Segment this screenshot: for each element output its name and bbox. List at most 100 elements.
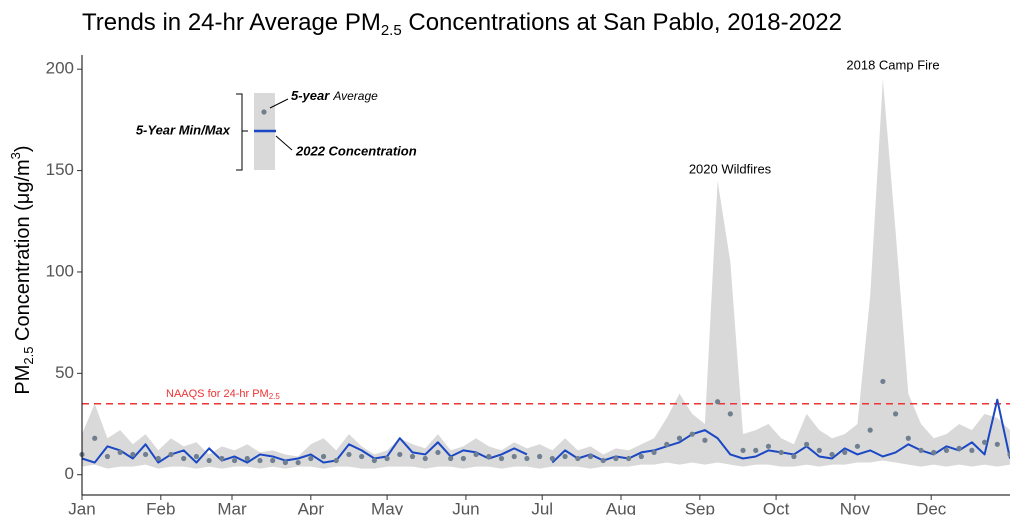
average-point xyxy=(92,435,98,441)
average-point xyxy=(155,455,161,462)
average-point xyxy=(486,453,492,460)
average-point xyxy=(270,457,276,464)
legend-label: 2022 Concentration xyxy=(295,143,417,158)
average-point xyxy=(740,447,746,453)
average-point xyxy=(549,455,555,462)
average-point xyxy=(791,453,797,460)
average-point xyxy=(104,453,111,460)
average-point xyxy=(765,443,772,449)
average-point xyxy=(460,455,466,462)
average-point xyxy=(816,447,822,453)
legend-pointer xyxy=(269,98,289,109)
average-point xyxy=(282,459,288,466)
average-point xyxy=(244,455,250,462)
reference-label-sub: 2.5 xyxy=(269,392,281,401)
legend-label: 5-year Average xyxy=(291,88,378,103)
average-point xyxy=(231,457,238,464)
average-point xyxy=(422,455,428,462)
average-point xyxy=(626,455,632,462)
reference-label: NAAQS for 24-hr PM2.5 xyxy=(166,388,280,401)
average-point xyxy=(524,455,530,462)
title-sub: 2.5 xyxy=(381,22,402,39)
average-point xyxy=(142,451,149,458)
average-point xyxy=(842,449,848,456)
y-tick-label: 0 xyxy=(65,464,74,483)
average-point xyxy=(371,457,377,464)
average-point xyxy=(600,457,606,464)
average-point xyxy=(295,459,301,466)
average-point xyxy=(867,427,873,433)
legend-label: 5-Year Min/Max xyxy=(136,122,231,137)
y-tick-label: 200 xyxy=(46,59,74,78)
average-point xyxy=(918,447,924,453)
average-point xyxy=(473,451,479,458)
average-point xyxy=(1007,451,1010,458)
title-part: Concentrations at San Pablo, 2018-2022 xyxy=(402,9,842,36)
y-tick-label: 150 xyxy=(46,160,74,179)
y-tick-label: 100 xyxy=(46,261,74,280)
x-tick-label: May xyxy=(371,499,404,515)
x-tick-label: Oct xyxy=(763,499,790,515)
legend-dot xyxy=(261,109,267,115)
average-point xyxy=(333,457,339,464)
average-point xyxy=(943,447,950,453)
average-point xyxy=(613,455,619,462)
annotation: 2020 Wildfires xyxy=(689,161,772,176)
average-point xyxy=(359,453,365,460)
average-point xyxy=(346,451,352,458)
average-point xyxy=(931,449,937,456)
legend-label-part: 5-year xyxy=(291,88,330,103)
average-point xyxy=(206,457,212,464)
x-tick-label: Feb xyxy=(146,499,175,515)
reference-label-part: NAAQS for 24-hr PM xyxy=(166,388,269,400)
average-point xyxy=(715,399,721,405)
x-tick-label: Jun xyxy=(452,499,479,515)
legend-bracket xyxy=(236,93,248,171)
average-point xyxy=(689,431,695,437)
average-point xyxy=(181,455,187,462)
annotation: 2018 Camp Fire xyxy=(846,57,939,72)
legend-label-part: Average xyxy=(332,89,378,103)
y-label-part: PM xyxy=(12,365,34,395)
y-label-sub: 2.5 xyxy=(21,347,36,365)
x-tick-label: Mar xyxy=(217,499,247,515)
average-point xyxy=(753,447,759,453)
average-point xyxy=(994,441,1000,447)
average-point xyxy=(676,435,683,441)
average-point xyxy=(664,441,670,447)
average-point xyxy=(778,449,784,456)
average-point xyxy=(562,453,568,460)
average-point xyxy=(117,449,123,456)
y-label-sup: 3 xyxy=(8,152,23,159)
average-point xyxy=(193,453,200,460)
average-point xyxy=(168,451,174,458)
average-point xyxy=(804,441,810,447)
average-point xyxy=(702,437,708,443)
average-point xyxy=(435,449,441,456)
chart-title: Trends in 24-hr Average PM2.5 Concentrat… xyxy=(82,9,842,39)
average-point xyxy=(384,455,390,462)
average-point xyxy=(587,453,594,460)
plot-area: NAAQS for 24-hr PM2.5 0 50 100 150 200 Jan Feb M… xyxy=(46,55,1010,515)
average-point xyxy=(981,439,988,445)
average-point xyxy=(956,445,962,451)
average-point xyxy=(638,453,644,460)
average-point xyxy=(448,455,454,462)
average-point xyxy=(651,449,657,456)
legend-pointer xyxy=(275,135,293,151)
average-point xyxy=(829,451,835,458)
average-point xyxy=(537,453,543,460)
x-tick-label: Dec xyxy=(916,499,947,515)
x-tick-label: Sep xyxy=(685,499,715,515)
average-point xyxy=(498,455,505,462)
average-point xyxy=(257,457,263,464)
x-tick-label: Aug xyxy=(606,499,636,515)
legend: 5-year Average 5-Year Min/Max 2022 Concen… xyxy=(136,88,417,171)
average-point xyxy=(575,455,581,462)
average-point xyxy=(219,455,225,462)
x-tick-label: Jul xyxy=(531,499,553,515)
average-point xyxy=(409,453,416,460)
average-point xyxy=(130,451,136,458)
x-tick-label: Jan xyxy=(68,499,95,515)
average-point xyxy=(969,447,975,453)
